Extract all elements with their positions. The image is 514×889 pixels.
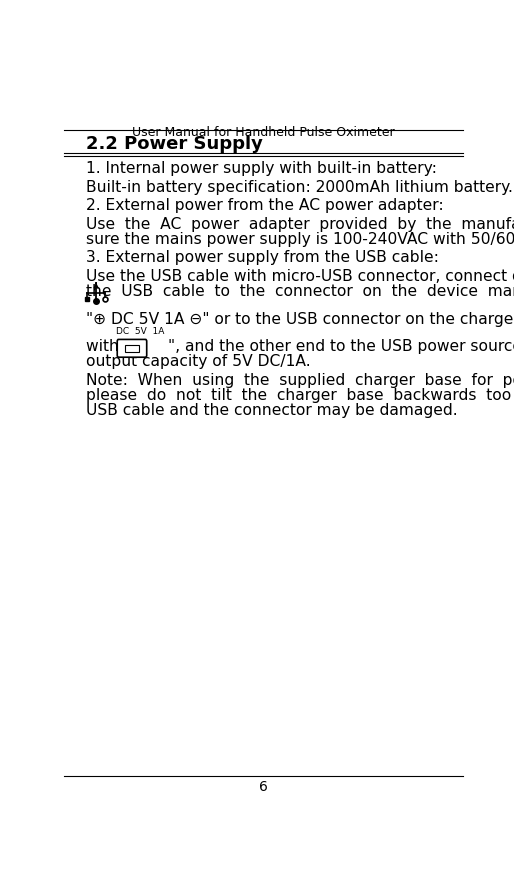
Text: ", and the other end to the USB power source with: ", and the other end to the USB power so… xyxy=(168,340,514,355)
Text: User Manual for Handheld Pulse Oximeter: User Manual for Handheld Pulse Oximeter xyxy=(132,126,395,139)
Text: output capacity of 5V DC/1A.: output capacity of 5V DC/1A. xyxy=(86,355,311,370)
Text: 3. External power supply from the USB cable:: 3. External power supply from the USB ca… xyxy=(86,251,439,266)
Bar xyxy=(124,345,139,352)
FancyBboxPatch shape xyxy=(117,340,146,357)
Text: 6: 6 xyxy=(259,780,268,794)
Text: Use  the  AC  power  adapter  provided  by  the  manufacturer.  Make: Use the AC power adapter provided by the… xyxy=(86,217,514,232)
Text: 2.2 Power Supply: 2.2 Power Supply xyxy=(86,135,263,154)
Text: the  USB  cable  to  the  connector  on  the  device  marked  with: the USB cable to the connector on the de… xyxy=(86,284,514,299)
Text: Use the USB cable with micro-USB connector, connect one end of: Use the USB cable with micro-USB connect… xyxy=(86,268,514,284)
Text: "⊕ DC 5V 1A ⊖" or to the USB connector on the charger base marked: "⊕ DC 5V 1A ⊖" or to the USB connector o… xyxy=(86,312,514,327)
Text: Built-in battery specification: 2000mAh lithium battery.: Built-in battery specification: 2000mAh … xyxy=(86,180,513,195)
Text: with ": with " xyxy=(86,340,131,355)
Text: 1. Internal power supply with built-in battery:: 1. Internal power supply with built-in b… xyxy=(86,162,437,176)
Text: Note:  When  using  the  supplied  charger  base  for  power  supply,: Note: When using the supplied charger ba… xyxy=(86,373,514,388)
Text: please  do  not  tilt  the  charger  base  backwards  too  much,  or  the: please do not tilt the charger base back… xyxy=(86,388,514,403)
Text: sure the mains power supply is 100-240VAC with 50/60Hz.: sure the mains power supply is 100-240VA… xyxy=(86,232,514,247)
Text: USB cable and the connector may be damaged.: USB cable and the connector may be damag… xyxy=(86,403,458,418)
Text: 2. External power from the AC power adapter:: 2. External power from the AC power adap… xyxy=(86,198,444,213)
Text: DC  5V  1A: DC 5V 1A xyxy=(116,327,164,336)
